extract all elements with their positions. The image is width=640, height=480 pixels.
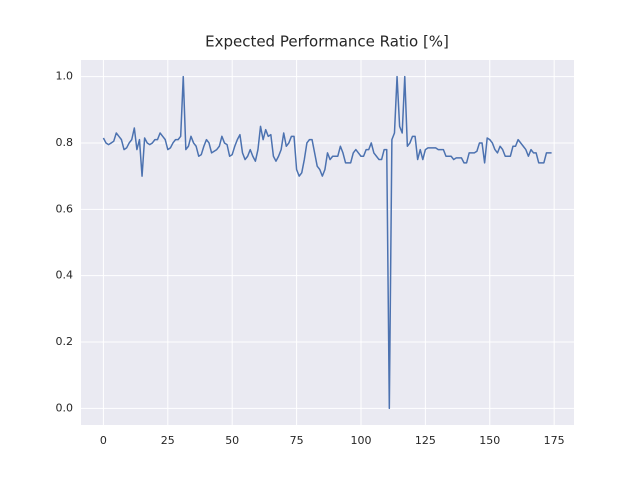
line-series bbox=[102, 75, 552, 410]
plot-area bbox=[81, 60, 574, 425]
y-tick-label: 0.6 bbox=[56, 202, 74, 215]
x-tick-label: 150 bbox=[479, 434, 500, 447]
x-tick-label: 75 bbox=[290, 434, 304, 447]
y-tick-label: 1.0 bbox=[56, 70, 74, 83]
y-tick-label: 0.2 bbox=[56, 335, 74, 348]
x-tick-label: 25 bbox=[161, 434, 175, 447]
x-tick-label: 100 bbox=[350, 434, 371, 447]
x-tick-label: 125 bbox=[415, 434, 436, 447]
chart-title: Expected Performance Ratio [%] bbox=[205, 33, 449, 51]
x-tick-label: 50 bbox=[225, 434, 239, 447]
y-tick-label: 0.4 bbox=[56, 269, 74, 282]
y-tick-label: 0.0 bbox=[56, 401, 74, 414]
x-tick-label: 0 bbox=[100, 434, 107, 447]
y-tick-label: 0.8 bbox=[56, 136, 74, 149]
x-tick-label: 175 bbox=[544, 434, 565, 447]
